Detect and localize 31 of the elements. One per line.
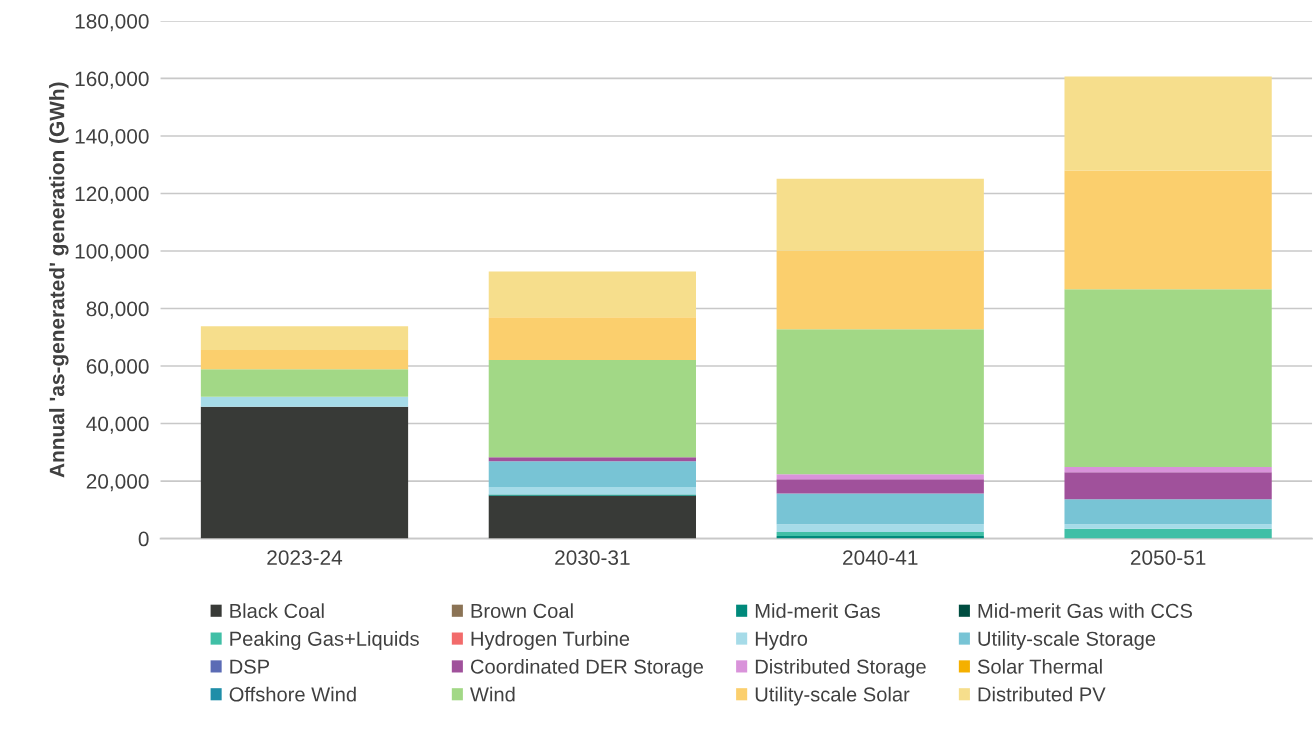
x-tick-label: 2030-31 <box>555 550 630 565</box>
y-tick-label: 140,000 <box>75 128 149 147</box>
y-tick-label: 160,000 <box>75 71 149 89</box>
legend-label: Black Coal <box>230 603 324 619</box>
legend-label: Offshore Wind <box>229 686 356 702</box>
legend-label: Wind <box>470 686 515 702</box>
legend-label: Distributed PV <box>978 686 1106 702</box>
y-tick-label: 20,000 <box>86 474 149 492</box>
legend-label: Utility-scale Solar <box>755 686 910 706</box>
legend-label: Mid-merit Gas with CCS <box>978 603 1193 619</box>
legend-label: DSP <box>230 659 270 674</box>
y-tick-label: 120,000 <box>75 186 149 204</box>
y-tick-label: 80,000 <box>86 301 149 319</box>
y-tick-label: 40,000 <box>86 416 149 434</box>
y-tick-label: 180,000 <box>75 13 149 32</box>
y-axis-title: Annual 'as-generated' generation (GWh) <box>49 82 69 478</box>
legend-label: Hydro <box>755 631 808 650</box>
legend-label: Utility-scale Storage <box>978 631 1156 650</box>
x-tick-label: 2050-51 <box>1130 550 1206 565</box>
y-tick-label: 60,000 <box>86 359 149 377</box>
y-tick-label: 0 <box>138 531 149 547</box>
legend-label: Brown Coal <box>471 603 573 619</box>
legend-label: Hydrogen Turbine <box>471 631 630 650</box>
x-tick-label: 2023-24 <box>267 550 343 565</box>
legend-label: Peaking Gas+Liquids <box>230 631 419 650</box>
legend-label: Mid-merit Gas <box>755 603 880 619</box>
y-tick-label: 100,000 <box>75 244 149 262</box>
legend-label: Distributed Storage <box>755 658 926 678</box>
legend-label: Solar Thermal <box>977 658 1102 674</box>
x-tick-label: 2040-41 <box>843 550 918 565</box>
legend-label: Coordinated DER Storage <box>470 658 704 678</box>
